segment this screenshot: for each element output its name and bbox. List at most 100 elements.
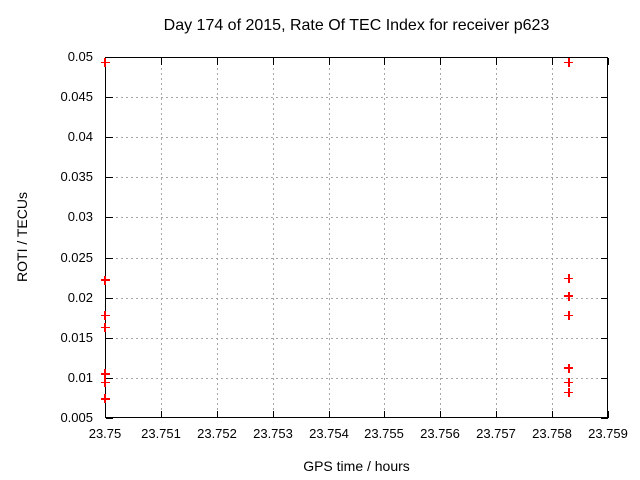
y-tick-left [106, 97, 113, 98]
marker-vertical-stroke [104, 378, 106, 388]
data-point-marker [100, 322, 110, 332]
y-gridline [106, 298, 607, 299]
x-tick-label: 23.757 [476, 426, 516, 441]
x-axis-label: GPS time / hours [303, 458, 410, 474]
x-tick-top [384, 58, 385, 65]
x-tick-bottom [105, 411, 106, 418]
y-tick-left [106, 137, 113, 138]
x-tick-label: 23.755 [364, 426, 404, 441]
y-tick-right [601, 57, 608, 58]
y-tick-right [601, 338, 608, 339]
x-tick-bottom [384, 411, 385, 418]
x-tick-bottom [496, 411, 497, 418]
marker-vertical-stroke [568, 387, 570, 397]
x-tick-bottom [217, 411, 218, 418]
data-point-marker [564, 363, 574, 373]
y-tick-label: 0.04 [67, 129, 93, 144]
y-tick-right [601, 97, 608, 98]
y-gridline [106, 177, 607, 178]
x-tick-bottom [440, 411, 441, 418]
marker-vertical-stroke [104, 58, 106, 68]
data-point-marker [564, 58, 574, 68]
marker-vertical-stroke [568, 310, 570, 320]
x-tick-label: 23.754 [309, 426, 349, 441]
x-tick-top [496, 58, 497, 65]
data-point-marker [564, 291, 574, 301]
y-gridline [106, 338, 607, 339]
y-tick-left [106, 57, 113, 58]
x-tick-bottom [552, 411, 553, 418]
x-tick-label: 23.753 [253, 426, 293, 441]
data-point-marker [100, 275, 110, 285]
y-tick-left [106, 298, 113, 299]
y-tick-label: 0.045 [60, 89, 93, 104]
y-gridline [106, 217, 607, 218]
data-point-marker [564, 378, 574, 388]
y-gridline [106, 137, 607, 138]
x-tick-top [608, 58, 609, 65]
x-tick-label: 23.751 [141, 426, 181, 441]
x-gridline [496, 58, 497, 417]
x-tick-top [329, 58, 330, 65]
x-tick-bottom [161, 411, 162, 418]
chart-title: Day 174 of 2015, Rate Of TEC Index for r… [163, 17, 550, 34]
y-gridline [106, 378, 607, 379]
y-tick-label: 0.035 [60, 169, 93, 184]
y-tick-label: 0.01 [67, 370, 93, 385]
x-tick-top [440, 58, 441, 65]
marker-vertical-stroke [568, 291, 570, 301]
plot-border [105, 57, 608, 418]
y-tick-right [601, 258, 608, 259]
data-point-marker [564, 273, 574, 283]
x-tick-bottom [273, 411, 274, 418]
y-tick-right [601, 217, 608, 218]
y-tick-label: 0.015 [60, 330, 93, 345]
marker-vertical-stroke [104, 275, 106, 285]
y-tick-left [106, 177, 113, 178]
y-tick-left [106, 418, 113, 419]
x-tick-top [217, 58, 218, 65]
x-tick-top [552, 58, 553, 65]
marker-vertical-stroke [104, 394, 106, 404]
x-gridline [217, 58, 218, 417]
marker-vertical-stroke [568, 363, 570, 373]
marker-vertical-stroke [104, 369, 106, 379]
y-tick-label: 0.05 [67, 49, 93, 64]
data-point-marker [100, 394, 110, 404]
x-tick-label: 23.756 [420, 426, 460, 441]
y-gridline [106, 258, 607, 259]
data-point-marker [100, 378, 110, 388]
data-point-marker [564, 387, 574, 397]
data-point-marker [100, 369, 110, 379]
y-tick-right [601, 298, 608, 299]
marker-vertical-stroke [104, 310, 106, 320]
y-tick-left [106, 378, 113, 379]
y-tick-label: 0.005 [60, 410, 93, 425]
x-tick-label: 23.758 [532, 426, 572, 441]
data-point-marker [100, 310, 110, 320]
y-tick-right [601, 177, 608, 178]
x-tick-label: 23.75 [88, 426, 122, 441]
x-tick-label: 23.759 [588, 426, 628, 441]
x-gridline [384, 58, 385, 417]
y-axis-label: ROTI / TECUs [14, 192, 30, 282]
y-tick-left [106, 217, 113, 218]
marker-vertical-stroke [568, 273, 570, 283]
x-tick-top [161, 58, 162, 65]
data-point-marker [100, 58, 110, 68]
y-tick-right [601, 418, 608, 419]
y-tick-label: 0.02 [67, 290, 93, 305]
x-gridline [552, 58, 553, 417]
x-tick-bottom [329, 411, 330, 418]
y-tick-label: 0.03 [67, 209, 93, 224]
x-tick-bottom [608, 411, 609, 418]
data-point-marker [564, 310, 574, 320]
marker-vertical-stroke [568, 378, 570, 388]
marker-vertical-stroke [568, 58, 570, 68]
y-tick-right [601, 378, 608, 379]
x-gridline [161, 58, 162, 417]
y-tick-left [106, 258, 113, 259]
y-tick-right [601, 137, 608, 138]
x-gridline [273, 58, 274, 417]
